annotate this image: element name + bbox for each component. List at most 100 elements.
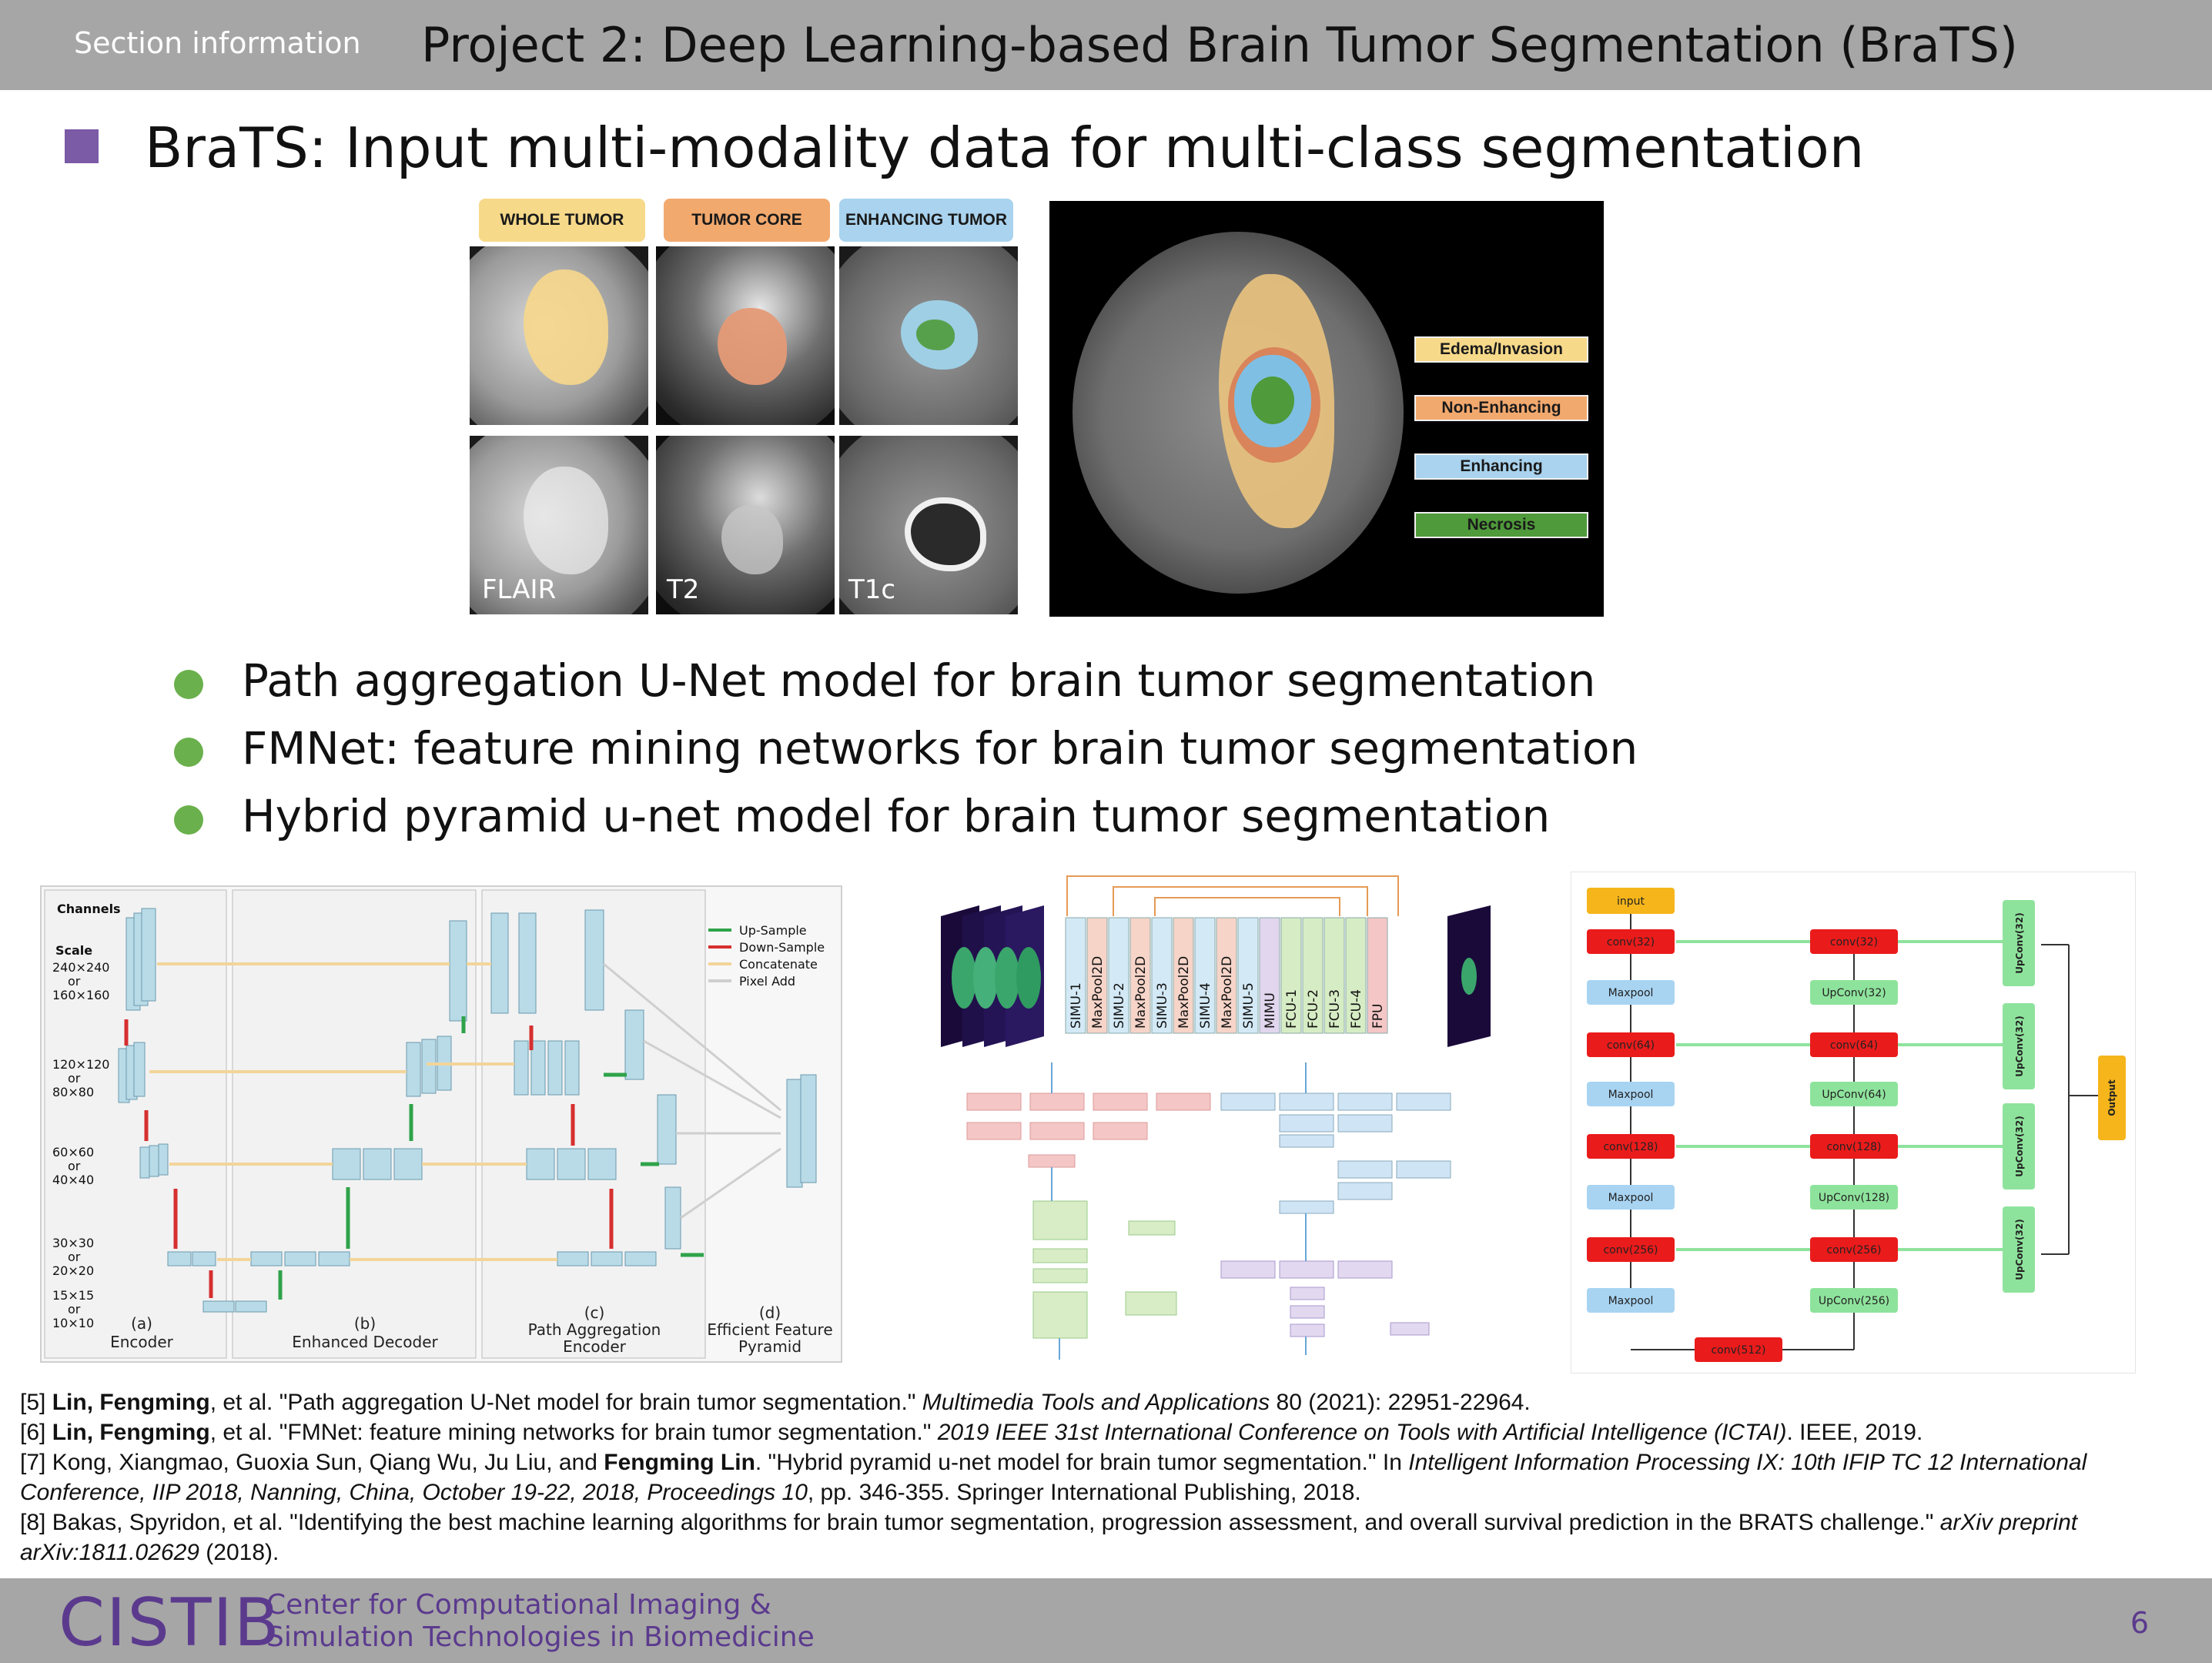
fmnet-diagram: SIMU-1 MaxPool2D SIMU-2 MaxPool2D SIMU-3 MaxP… — [941, 875, 1491, 1360]
hp-unet-diagram: input conv(32) Maxpool conv(64) Maxpool … — [1587, 888, 2126, 1362]
legend-up-sample: Up-Sample — [739, 923, 807, 938]
references: [5] Lin, Fengming, et al. "Path aggregat… — [20, 1387, 2191, 1568]
legend-enhancing: Enhancing — [1414, 453, 1588, 480]
hp-left-block: conv(128) — [1603, 1141, 1658, 1153]
fmnet-block — [1259, 917, 1280, 1034]
fmnet-block — [1302, 917, 1324, 1034]
hp-right-block: UpConv(256) — [1819, 1295, 1889, 1307]
hp-right-block: conv(64) — [1830, 1039, 1878, 1052]
bullet-dot-icon — [174, 670, 203, 699]
hp-right-block: UpConv(64) — [1822, 1089, 1886, 1101]
bullet-text: Hybrid pyramid u-net model for brain tum… — [242, 790, 1551, 842]
t2-label: T2 — [667, 574, 700, 605]
logo-subtitle: Center for Computational Imaging & Simul… — [266, 1589, 815, 1654]
section-info-label: Section information — [74, 26, 361, 60]
legend-down-sample: Down-Sample — [739, 940, 825, 955]
fmnet-block — [1280, 917, 1302, 1034]
main-heading: BraTS: Input multi-modality data for mul… — [145, 115, 1865, 180]
scale-text: 120×120 — [52, 1057, 109, 1072]
caption-a: (a) — [131, 1314, 152, 1333]
fmnet-block-label: SIMU-2 — [1112, 982, 1127, 1029]
hp-bottom-block: conv(512) — [1711, 1344, 1765, 1357]
hp-right-block: conv(256) — [1826, 1244, 1881, 1256]
legend-necrosis: Necrosis — [1414, 512, 1588, 538]
fmnet-block-label: FCU-2 — [1306, 989, 1321, 1029]
reference-item: [8] Bakas, Spyridon, et al. "Identifying… — [20, 1510, 2078, 1565]
scale-text: 10×10 — [52, 1316, 94, 1330]
fmnet-block-label: SIMU-3 — [1155, 982, 1170, 1029]
tumor-modality-figure: WHOLE TUMOR TUMOR CORE ENHANCING TUMOR F… — [470, 199, 1018, 614]
hp-side-block: UpConv(32) — [2014, 1116, 2025, 1176]
scale-text: or — [68, 1302, 81, 1317]
hp-left-block: Maxpool — [1608, 1089, 1654, 1101]
legend-pixel-add: Pixel Add — [739, 974, 795, 989]
hp-left-block: Maxpool — [1608, 1295, 1654, 1307]
hp-right-block: UpConv(32) — [1822, 987, 1886, 999]
caption-enhanced-decoder: Enhanced Decoder — [292, 1333, 438, 1351]
logo-subtitle-line: Center for Computational Imaging & — [266, 1589, 771, 1621]
hp-left-block: Maxpool — [1608, 987, 1654, 999]
fmnet-block-label: MIMU — [1263, 992, 1278, 1029]
caption-c: (c) — [584, 1303, 605, 1322]
slide-title: Project 2: Deep Learning-based Brain Tum… — [421, 17, 2018, 73]
fmnet-block-label: MaxPool2D — [1090, 956, 1106, 1029]
scale-text: or — [68, 1071, 81, 1086]
scale-text: 60×60 — [52, 1145, 94, 1159]
bullet-dot-icon — [174, 738, 203, 767]
bullet-dot-icon — [174, 805, 203, 835]
hp-side-block: UpConv(32) — [2014, 1219, 2025, 1280]
t1c-segmented-scan — [839, 246, 1018, 425]
channels-label: Channels — [57, 902, 121, 916]
scale-text: 240×240 — [52, 960, 109, 975]
hp-side-block: UpConv(32) — [2014, 912, 2025, 973]
scale-text: or — [68, 974, 81, 989]
t2-segmented-scan — [656, 246, 835, 425]
enhancing-tumor-tag: ENHANCING TUMOR — [839, 199, 1013, 242]
tumor-core-tag: TUMOR CORE — [664, 199, 830, 242]
hp-left-block: Maxpool — [1608, 1192, 1654, 1204]
scale-label: Scale — [55, 943, 92, 958]
fmnet-blocks: SIMU-1 MaxPool2D SIMU-2 MaxPool2D SIMU-3 MaxP… — [1065, 917, 1388, 1034]
bullet-text: Path aggregation U-Net model for brain t… — [242, 654, 1596, 707]
fmnet-block — [1129, 917, 1151, 1034]
segmented-brain-figure: Edema/Invasion Non-Enhancing Enhancing N… — [1049, 201, 1604, 617]
bullet-text: FMNet: feature mining networks for brain… — [242, 722, 1638, 775]
page-number: 6 — [2130, 1606, 2149, 1640]
fmnet-block-label: FCU-3 — [1327, 989, 1343, 1029]
footer-bar — [0, 1578, 2212, 1663]
fmnet-block-label: FCU-4 — [1349, 989, 1364, 1029]
caption-b: (b) — [354, 1314, 376, 1333]
fmnet-block-label: SIMU-1 — [1069, 982, 1084, 1029]
hp-right-block: UpConv(128) — [1819, 1192, 1889, 1204]
fmnet-block-label: SIMU-5 — [1241, 982, 1257, 1029]
t2-scan — [656, 436, 835, 614]
hp-right-block: conv(32) — [1830, 936, 1878, 949]
legend-non-enhancing: Non-Enhancing — [1414, 395, 1588, 421]
whole-tumor-tag: WHOLE TUMOR — [479, 199, 645, 242]
caption-efficient-feature: Efficient Feature — [707, 1320, 832, 1339]
fmnet-block — [1345, 917, 1367, 1034]
caption-pyramid: Pyramid — [738, 1337, 801, 1356]
hp-left-block: conv(256) — [1603, 1244, 1658, 1256]
header-bar — [0, 0, 2212, 90]
path-aggregation-unet-figure: Channels Scale 240×240 or 160×160 120×120 o… — [40, 885, 842, 1363]
scale-text: or — [68, 1250, 81, 1264]
fmnet-block — [1367, 917, 1388, 1034]
fmnet-block — [1065, 917, 1086, 1034]
scale-text: 160×160 — [52, 988, 109, 1002]
legend-concatenate: Concatenate — [739, 957, 818, 972]
caption-encoder: Encoder — [110, 1333, 174, 1351]
cistib-logo: CISTIB — [59, 1584, 281, 1661]
fmnet-block-label: MaxPool2D — [1133, 956, 1149, 1029]
reference-item: [6] Lin, Fengming, et al. "FMNet: featur… — [20, 1420, 1923, 1445]
scale-text: 80×80 — [52, 1085, 94, 1099]
scale-text: 15×15 — [52, 1288, 94, 1303]
fmnet-block — [1237, 917, 1259, 1034]
reference-item: [5] Lin, Fengming, et al. "Path aggregat… — [20, 1390, 1531, 1415]
fmnet-block-label: MaxPool2D — [1220, 956, 1235, 1029]
necrosis-region — [1251, 376, 1294, 424]
fmnet-block — [1173, 917, 1194, 1034]
hp-side-block: UpConv(32) — [2014, 1016, 2025, 1076]
hybrid-pyramid-unet-figure: input conv(32) Maxpool conv(64) Maxpool … — [1571, 872, 2136, 1374]
